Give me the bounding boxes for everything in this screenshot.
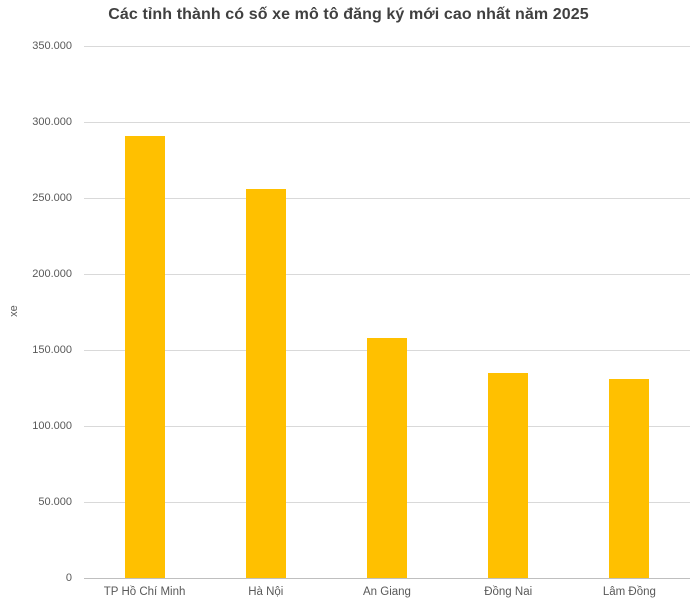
y-tick-label: 100.000 [32, 419, 72, 432]
gridline [84, 197, 690, 199]
gridline [84, 273, 690, 275]
x-tick-label: An Giang [363, 586, 411, 598]
bar-2 [367, 337, 407, 578]
y-tick-label: 50.000 [38, 495, 72, 508]
y-tick-label: 350.000 [32, 39, 72, 52]
y-tick-label: 150.000 [32, 343, 72, 356]
x-tick-label: Hà Nội [248, 586, 284, 598]
y-tick-label: 0 [65, 571, 72, 584]
x-tick-label: TP Hồ Chí Minh [103, 586, 186, 598]
bar-0 [124, 135, 165, 578]
bar-3 [488, 372, 529, 578]
x-tick-label: Đồng Nai [484, 586, 533, 598]
y-tick-label: 250.000 [32, 191, 72, 204]
bar-4 [609, 378, 650, 578]
bar-1 [245, 188, 286, 578]
plot-area [84, 45, 690, 579]
y-axis-title: xe [8, 305, 20, 317]
y-tick-label: 200.000 [32, 267, 72, 280]
gridline [84, 45, 690, 47]
gridline [84, 121, 690, 123]
x-tick-label: Lâm Đồng [602, 586, 656, 598]
y-tick-label: 300.000 [32, 115, 72, 128]
chart-title: Các tỉnh thành có số xe mô tô đăng ký mớ… [108, 6, 589, 23]
